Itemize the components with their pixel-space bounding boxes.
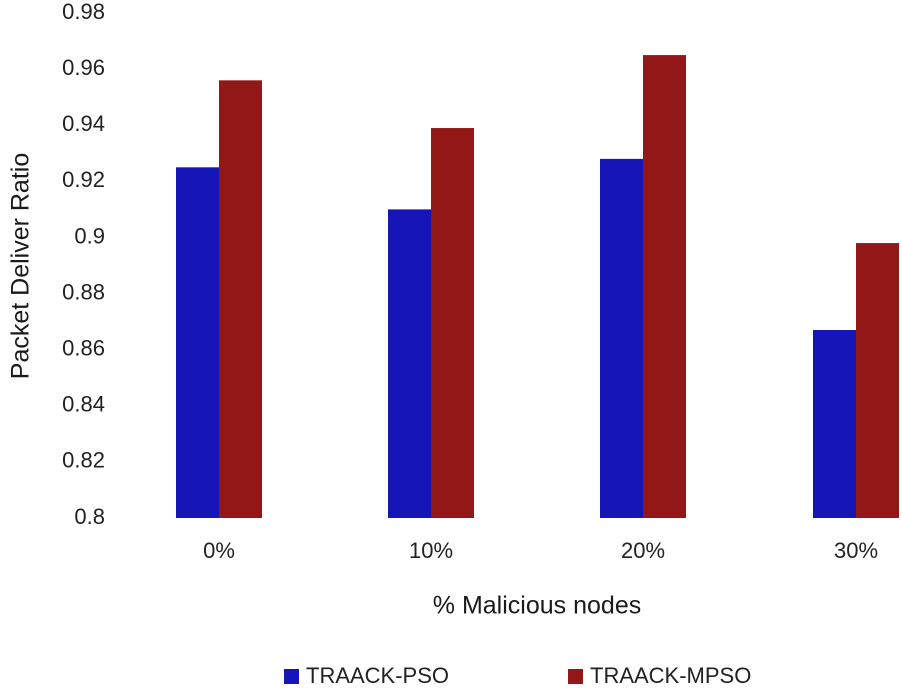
bar-traack-mpso-30pct	[856, 243, 899, 519]
y-tick-label: 0.82	[62, 448, 105, 473]
y-tick-label: 0.98	[62, 0, 105, 24]
bar-traack-pso-30pct	[813, 330, 856, 518]
legend-label: TRAACK-PSO	[306, 663, 449, 688]
x-tick-label: 20%	[621, 538, 665, 563]
y-axis-ticks: 0.8 0.82 0.84 0.86 0.88 0.9 0.92 0.94 0.96 0.98	[62, 0, 105, 529]
y-tick-label: 0.94	[62, 111, 105, 136]
y-tick-label: 0.86	[62, 335, 105, 360]
y-tick-label: 0.8	[74, 504, 105, 529]
legend-label: TRAACK-MPSO	[590, 663, 751, 688]
y-tick-label: 0.92	[62, 167, 105, 192]
y-tick-label: 0.84	[62, 392, 105, 417]
bar-traack-mpso-10pct	[431, 128, 474, 518]
x-axis-title: % Malicious nodes	[433, 592, 641, 620]
x-tick-label: 0%	[203, 538, 235, 563]
bar-traack-pso-0pct	[176, 167, 219, 519]
legend-swatch	[284, 669, 299, 684]
bar-traack-mpso-0pct	[219, 80, 262, 518]
bar-traack-mpso-20pct	[643, 55, 686, 518]
y-tick-label: 0.88	[62, 279, 105, 304]
y-tick-label: 0.96	[62, 55, 105, 80]
legend-swatch	[568, 669, 583, 684]
x-axis-ticks: 0% 10% 20% 30%	[203, 538, 878, 563]
bar-traack-pso-20pct	[600, 158, 643, 518]
y-tick-label: 0.9	[74, 223, 105, 248]
bars	[176, 55, 899, 519]
bar-traack-pso-10pct	[388, 209, 431, 518]
y-axis-title: Packet Deliver Ratio	[7, 153, 35, 379]
legend: TRAACK-PSO TRAACK-MPSO	[284, 663, 751, 688]
x-tick-label: 10%	[409, 538, 453, 563]
x-tick-label: 30%	[834, 538, 878, 563]
